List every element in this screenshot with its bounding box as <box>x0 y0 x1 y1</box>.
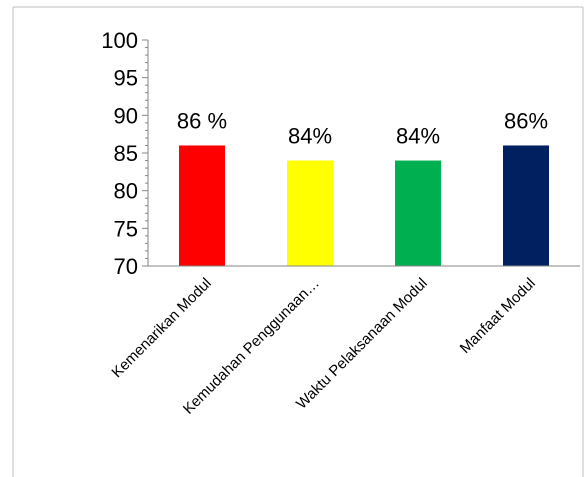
y-axis: 70 75 80 85 90 95 100 <box>101 28 148 279</box>
y-tick-label: 80 <box>114 179 138 204</box>
y-tick-label: 75 <box>114 216 138 241</box>
category-label-1: Kemenarikan Modul <box>108 275 214 381</box>
y-tick-label: 100 <box>101 28 138 53</box>
y-tick-label: 95 <box>114 66 138 91</box>
y-tick-label: 90 <box>114 103 138 128</box>
data-label-4: 86% <box>504 108 548 133</box>
category-label-4: Manfaat Modul <box>457 275 539 357</box>
x-axis: Kemenarikan ModulKemudahan Penggunaan…Wa… <box>108 266 580 418</box>
data-labels: 86 % 84% 84% 86% <box>177 108 548 148</box>
bars <box>179 145 549 266</box>
data-label-3: 84% <box>396 124 440 149</box>
bar-1 <box>179 145 225 266</box>
bar-2 <box>287 161 333 266</box>
data-label-1: 86 % <box>177 108 227 133</box>
bar-3 <box>395 161 441 266</box>
y-tick-label: 70 <box>114 254 138 279</box>
y-tick-label: 85 <box>114 141 138 166</box>
bar-4 <box>503 145 549 266</box>
data-label-2: 84% <box>288 124 332 149</box>
